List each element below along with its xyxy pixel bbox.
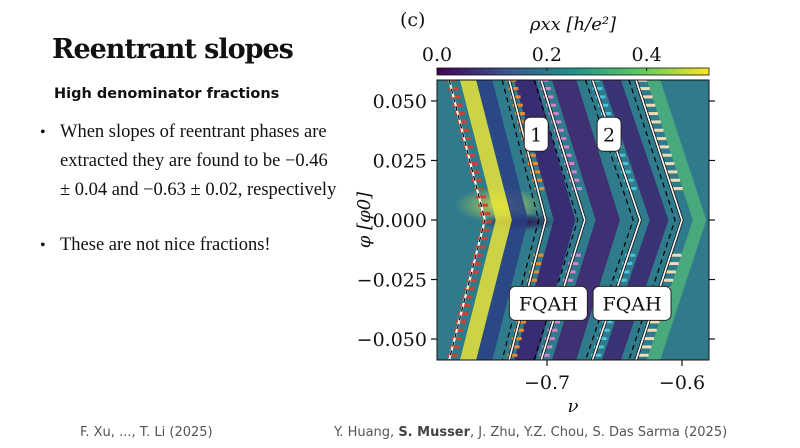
colorbar-tick-label: 0.0 (422, 44, 452, 66)
fit-dashed-line-0 (448, 80, 486, 360)
heatmap-band-5 (646, 80, 707, 360)
bullet-item: When slopes of reentrant phases are extr… (40, 118, 340, 205)
x-axis-label: ν (568, 396, 579, 417)
x-tick-label: −0.7 (524, 372, 570, 394)
y-tick-label: −0.025 (357, 270, 427, 292)
citation-bold-author: S. Musser (398, 425, 471, 440)
citation-right: Y. Huang, S. Musser, J. Zhu, Y.Z. Chou, … (334, 425, 727, 440)
annotation-label: FQAH (519, 293, 578, 315)
heatmap-band-1 (476, 80, 529, 360)
bullet-list: When slopes of reentrant phases are extr… (40, 118, 340, 260)
citation-authors-prefix: Y. Huang, (334, 425, 399, 440)
fit-dashed-line-1 (501, 80, 540, 360)
bullet-item: These are not nice fractions! (40, 231, 340, 260)
x-tick-label: −0.6 (659, 372, 705, 394)
y-tick-label: 0.025 (373, 150, 427, 172)
annotation-label: 1 (530, 124, 542, 146)
colorbar-tick-label: 0.4 (631, 44, 661, 66)
panel-label: (c) (400, 9, 425, 31)
citation-left: F. Xu, ..., T. Li (2025) (80, 425, 213, 440)
colorbar-tick-label: 0.2 (532, 44, 562, 66)
citation-authors-suffix: , J. Zhu, Y.Z. Chou, S. Das Sarma (2025) (470, 425, 728, 440)
y-tick-label: −0.050 (357, 329, 427, 351)
y-tick-label: 0.000 (373, 210, 427, 232)
slide-title: Reentrant slopes (52, 34, 294, 65)
heatmap-band-0 (460, 80, 512, 360)
annotation-label: FQAH (603, 293, 662, 315)
annotation-box (508, 285, 588, 321)
y-tick-label: 0.050 (373, 91, 427, 113)
annotation-box (523, 116, 549, 152)
annotation-box (596, 116, 622, 152)
annotation-label: 2 (603, 124, 615, 146)
y-axis-label: φ [φ0] (354, 191, 375, 248)
colorbar-label: ρxx [h/e²] (529, 14, 617, 35)
annotation-box (592, 285, 672, 321)
colorbar (436, 67, 710, 76)
slide-subtitle: High denominator fractions (54, 86, 280, 102)
